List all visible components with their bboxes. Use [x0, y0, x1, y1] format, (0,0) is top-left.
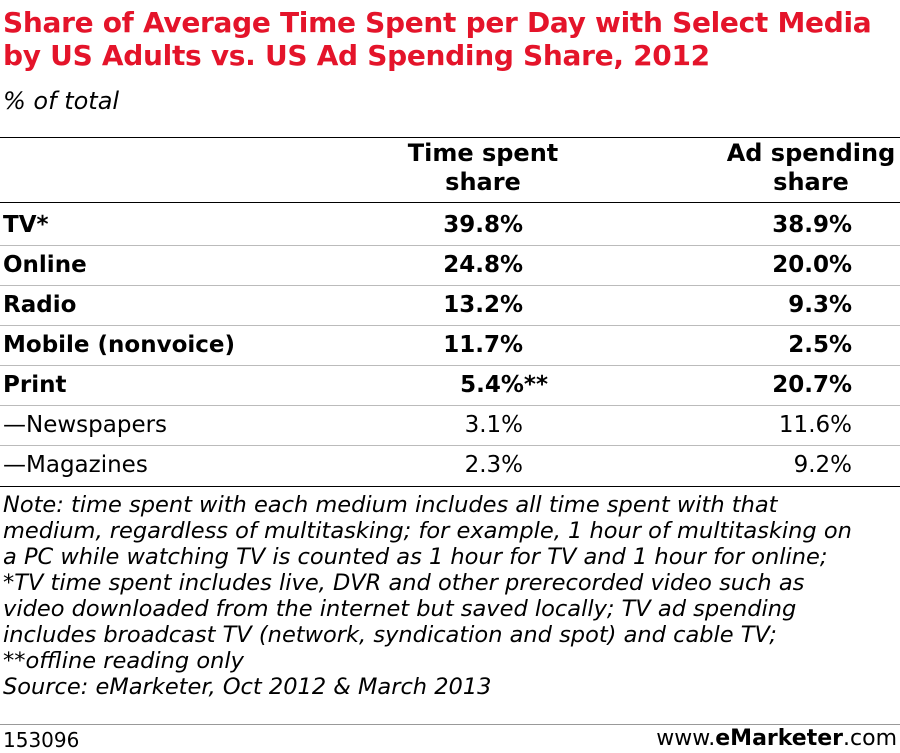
- time-spent-value: 3.1%: [464, 412, 523, 438]
- ad-spending-value: 9.3%: [788, 292, 852, 318]
- row-label: Online: [3, 252, 87, 278]
- column-header-time-spent: Time spent share: [378, 139, 588, 197]
- row-label: Print: [3, 372, 67, 398]
- table-row: Online 24.8% 20.0%: [0, 245, 900, 285]
- note-line: *TV time spent includes live, DVR and ot…: [3, 570, 805, 596]
- chart-id: 153096: [3, 728, 80, 752]
- table-row: Radio 13.2% 9.3%: [0, 285, 900, 325]
- row-separator: [0, 285, 900, 286]
- chart-title: Share of Average Time Spent per Day with…: [3, 6, 872, 72]
- time-spent-value: 13.2%: [443, 292, 523, 318]
- table-row: —Newspapers 3.1% 11.6%: [0, 405, 900, 445]
- notes-block: Note: time spent with each medium includ…: [3, 492, 898, 700]
- note-line: a PC while watching TV is counted as 1 h…: [3, 544, 828, 570]
- table-row: Mobile (nonvoice) 11.7% 2.5%: [0, 325, 900, 365]
- time-spent-value: 39.8%: [443, 212, 523, 238]
- ad-spending-value: 9.2%: [793, 452, 852, 478]
- source-line: Source: eMarketer, Oct 2012 & March 2013: [3, 674, 492, 700]
- row-label: —Magazines: [3, 452, 148, 478]
- note-line: includes broadcast TV (network, syndicat…: [3, 622, 777, 648]
- time-spent-value: 11.7%: [443, 332, 523, 358]
- row-label: Mobile (nonvoice): [3, 332, 236, 358]
- chart-subtitle: % of total: [3, 87, 120, 115]
- column-header-ad-spending-line2: share: [773, 168, 849, 196]
- brand-prefix: www.: [656, 726, 716, 751]
- note-line: video downloaded from the internet but s…: [3, 596, 797, 622]
- note-line: Note: time spent with each medium includ…: [3, 492, 778, 518]
- brand-logo: www.eMarketer.com: [656, 727, 897, 751]
- row-separator: [0, 405, 900, 406]
- time-spent-value: 5.4%**: [460, 372, 548, 398]
- time-spent-value: 24.8%: [443, 252, 523, 278]
- row-separator: [0, 245, 900, 246]
- ad-spending-value: 11.6%: [778, 412, 852, 438]
- table-row: TV* 39.8% 38.9%: [0, 205, 900, 245]
- brand-suffix: .com: [843, 726, 897, 751]
- ad-spending-value: 38.9%: [772, 212, 852, 238]
- table-row: Print 5.4%** 20.7%: [0, 365, 900, 405]
- column-header-ad-spending-line1: Ad spending: [726, 139, 896, 167]
- bottom-rule: [0, 486, 900, 487]
- brand-name: eMarketer: [715, 726, 844, 751]
- row-separator: [0, 445, 900, 446]
- ad-spending-value: 20.0%: [772, 252, 852, 278]
- ad-spending-value: 20.7%: [772, 372, 852, 398]
- footer-rule: [0, 724, 900, 725]
- column-header-time-spent-line2: share: [445, 168, 521, 196]
- table-row: —Magazines 2.3% 9.2%: [0, 445, 900, 485]
- row-label: TV*: [3, 212, 49, 238]
- time-spent-value: 2.3%: [464, 452, 523, 478]
- column-header-ad-spending: Ad spending share: [718, 139, 900, 197]
- header-rule: [0, 202, 900, 203]
- ad-spending-value: 2.5%: [788, 332, 852, 358]
- row-separator: [0, 365, 900, 366]
- note-line: **offline reading only: [3, 648, 244, 674]
- row-label: Radio: [3, 292, 77, 318]
- column-header-time-spent-line1: Time spent: [407, 139, 559, 167]
- top-rule: [0, 137, 900, 138]
- row-separator: [0, 325, 900, 326]
- note-line: medium, regardless of multitasking; for …: [3, 518, 852, 544]
- row-label: —Newspapers: [3, 412, 168, 438]
